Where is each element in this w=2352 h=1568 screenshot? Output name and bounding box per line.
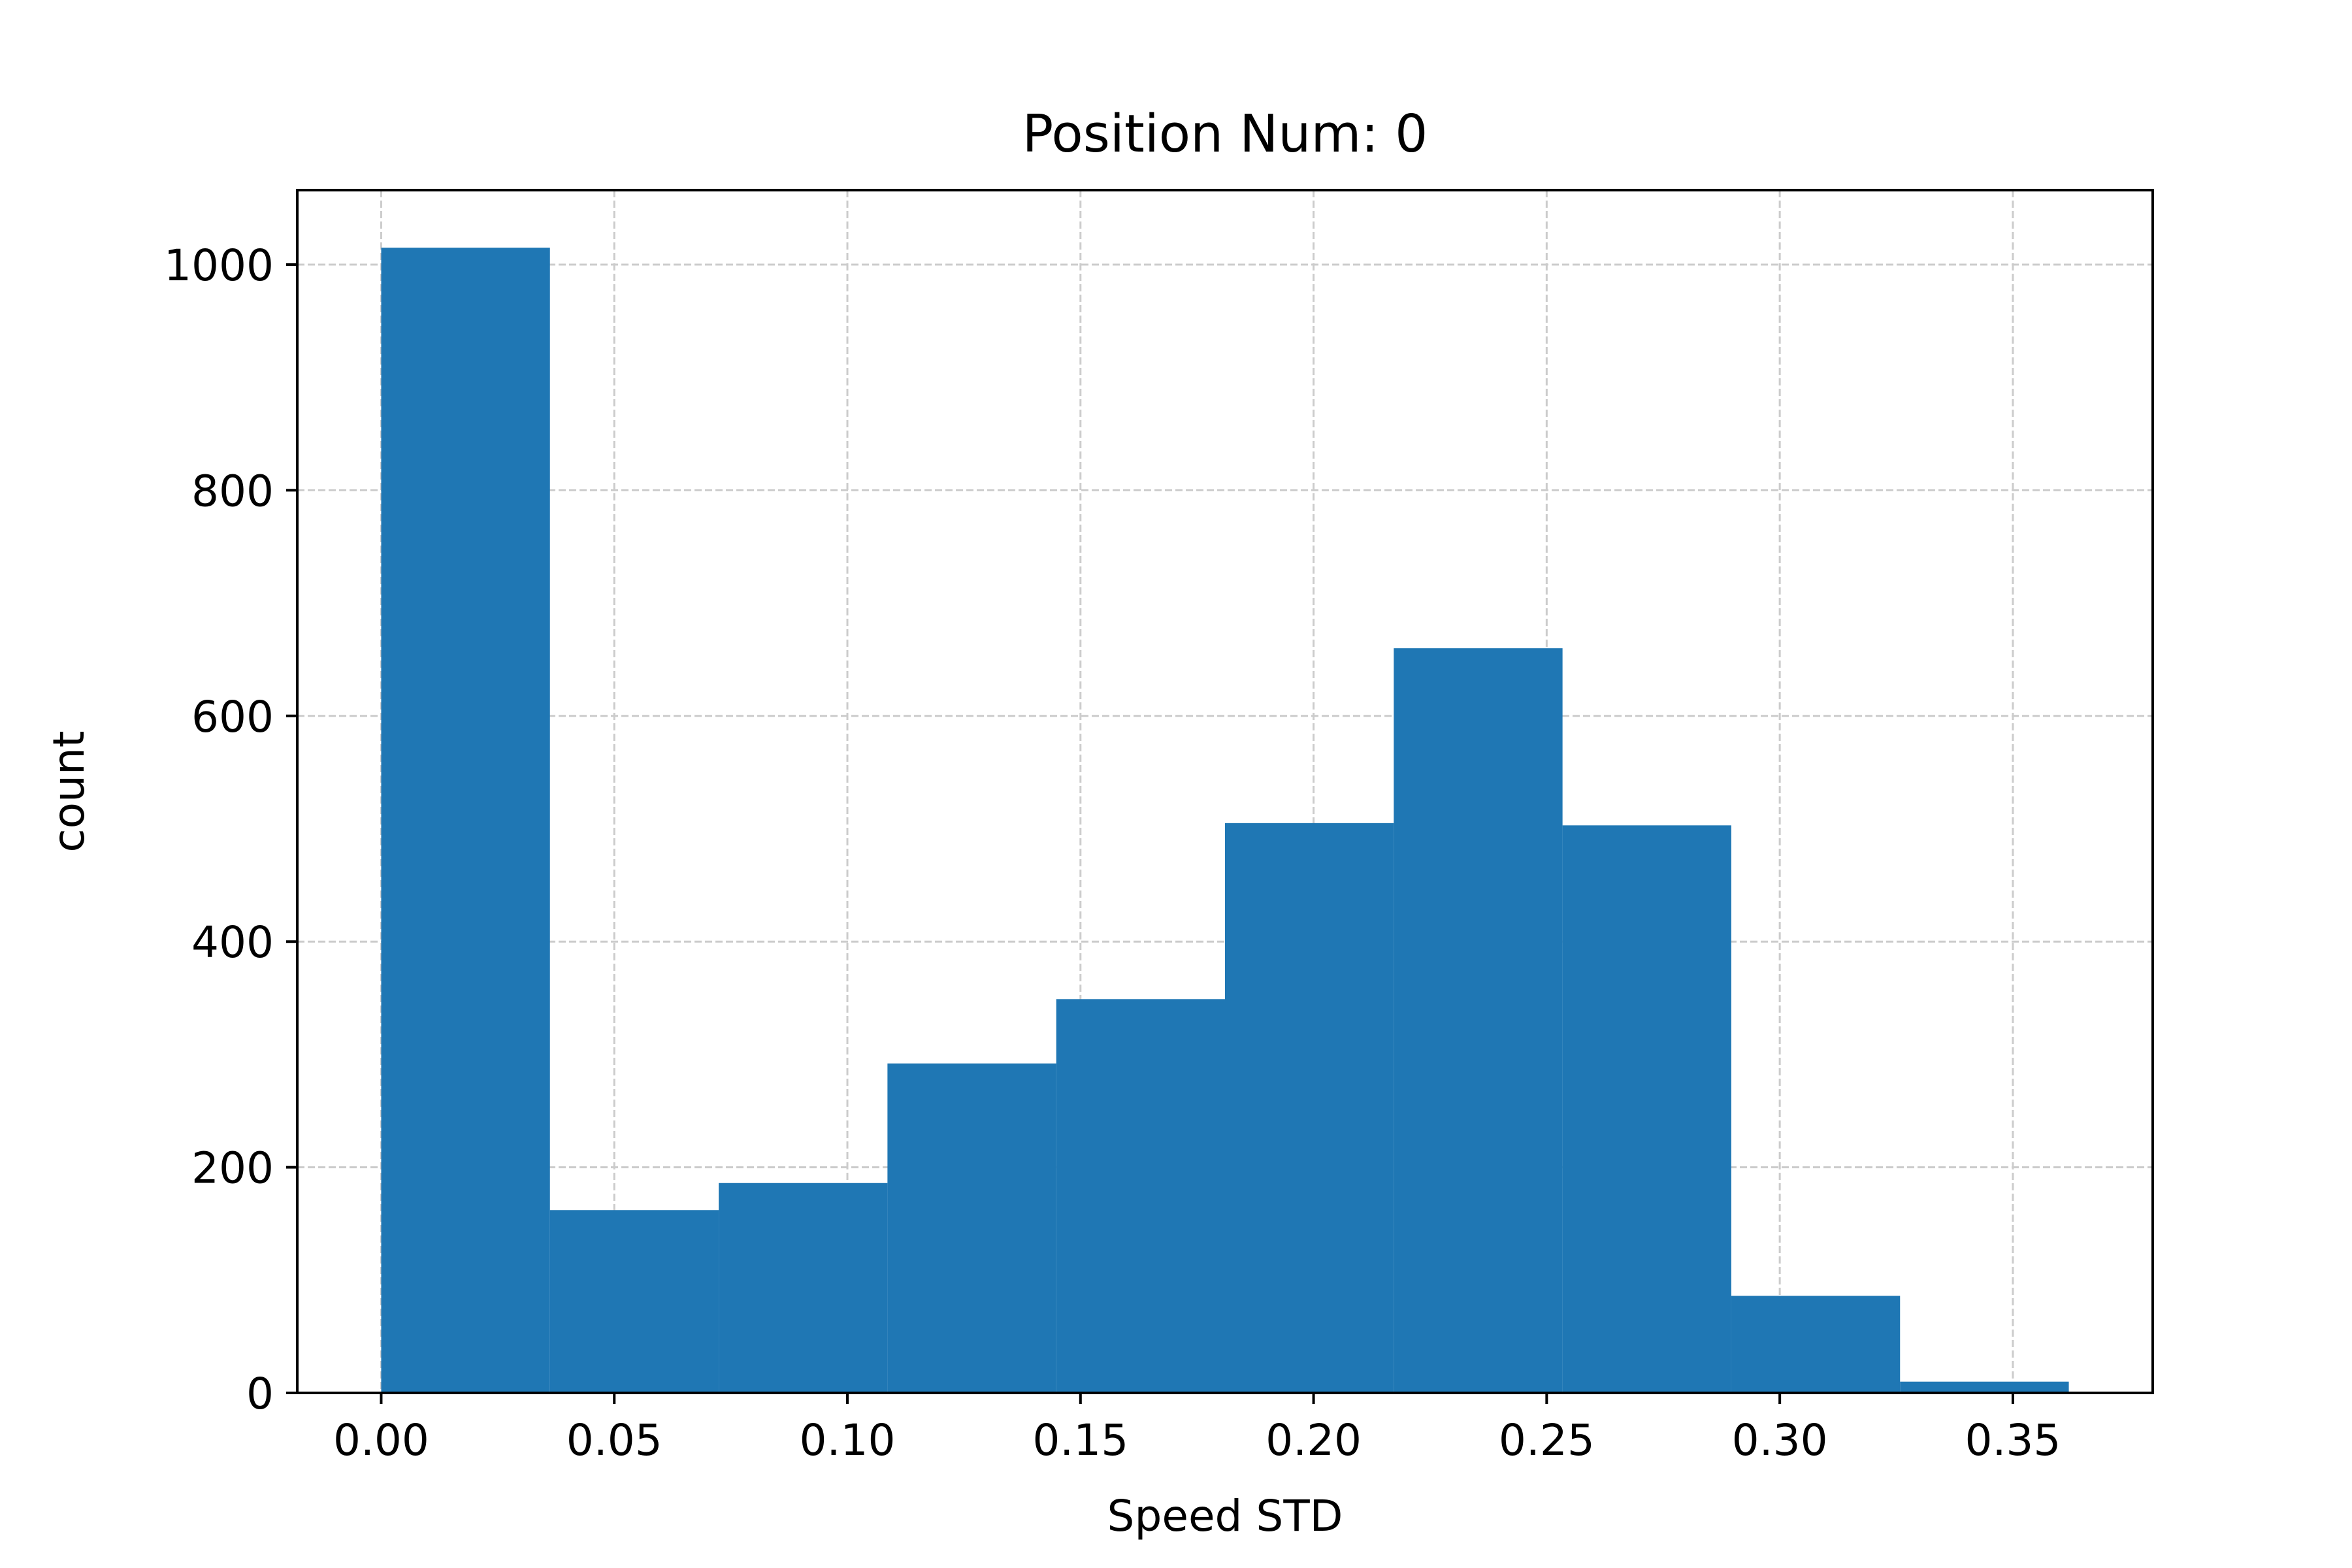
x-tick-label: 0.00 (333, 1415, 429, 1465)
histogram-bar (1056, 999, 1225, 1393)
y-tick-label: 400 (191, 917, 274, 968)
y-axis-title: count (44, 730, 94, 852)
histogram-bar (1900, 1381, 2069, 1393)
histogram-bar (719, 1183, 888, 1393)
histogram-bar (381, 248, 550, 1393)
histogram-bars (381, 248, 2069, 1393)
histogram-bar (1394, 648, 1563, 1393)
histogram-bar (1225, 823, 1394, 1393)
x-tick-label: 0.20 (1266, 1415, 1362, 1465)
plot-frame (296, 189, 2154, 1394)
x-tick-label: 0.10 (800, 1415, 896, 1465)
x-tick-label: 0.25 (1499, 1415, 1595, 1465)
x-tick-label: 0.30 (1732, 1415, 1828, 1465)
y-tick-label: 0 (246, 1369, 274, 1419)
y-tick-label: 200 (191, 1143, 274, 1194)
x-axis-title: Speed STD (1107, 1491, 1343, 1541)
y-tick-label: 800 (191, 466, 274, 516)
histogram-bar (1562, 825, 1731, 1393)
axis-ticks: 0.00 0.05 0.10 0.15 0.20 0.25 0.30 0.35 0 200 400 6… (164, 240, 2061, 1465)
histogram-bar (887, 1063, 1056, 1393)
histogram-bar (1731, 1296, 1901, 1393)
y-tick-label: 600 (191, 692, 274, 742)
x-tick-label: 0.05 (566, 1415, 662, 1465)
x-tick-label: 0.35 (1965, 1415, 2061, 1465)
y-tick-label: 1000 (164, 240, 274, 291)
chart-title: Position Num: 0 (1022, 104, 1428, 164)
histogram-bar (549, 1210, 719, 1393)
x-tick-label: 0.15 (1032, 1415, 1128, 1465)
